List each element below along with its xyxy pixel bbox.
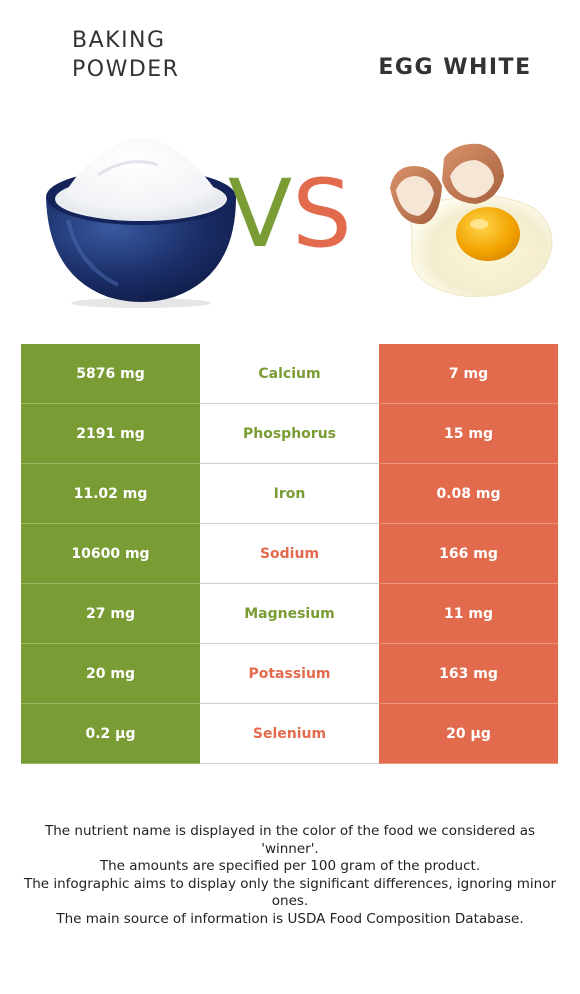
left-food-value: 11.02 mg (21, 464, 200, 524)
nutrient-name: Sodium (200, 524, 379, 584)
right-food-value: 20 µg (379, 704, 558, 764)
right-food-value: 11 mg (379, 584, 558, 644)
left-food-value: 10600 mg (21, 524, 200, 584)
table-row: 11.02 mg Iron 0.08 mg (21, 464, 558, 524)
left-food-value: 5876 mg (21, 344, 200, 404)
nutrient-name: Iron (200, 464, 379, 524)
table-row: 20 mg Potassium 163 mg (21, 644, 558, 704)
vs-s-letter: S (292, 160, 352, 260)
nutrient-comparison-table: 5876 mg Calcium 7 mg 2191 mg Phosphorus … (21, 344, 558, 764)
baking-powder-image (46, 137, 236, 308)
table-row: 2191 mg Phosphorus 15 mg (21, 404, 558, 464)
left-food-value: 0.2 µg (21, 704, 200, 764)
nutrient-name: Potassium (200, 644, 379, 704)
nutrient-name: Phosphorus (200, 404, 379, 464)
nutrient-name: Selenium (200, 704, 379, 764)
nutrient-name: Calcium (200, 344, 379, 404)
nutrient-name: Magnesium (200, 584, 379, 644)
footnote: The nutrient name is displayed in the co… (16, 823, 564, 928)
footnote-line: The nutrient name is displayed in the co… (44, 823, 536, 857)
left-food-value: 2191 mg (21, 404, 200, 464)
vs-v-letter: V (228, 160, 292, 260)
table-row: 5876 mg Calcium 7 mg (21, 344, 558, 404)
left-food-title: BAKING POWDER (72, 26, 272, 84)
right-food-title: EGG WHITE (378, 55, 532, 80)
footnote-line: The infographic aims to display only the… (23, 875, 557, 910)
table-row: 0.2 µg Selenium 20 µg (21, 704, 558, 764)
right-food-value: 163 mg (379, 644, 558, 704)
footnote-line: The main source of information is USDA F… (56, 910, 524, 927)
left-food-title-line2: POWDER (72, 57, 180, 82)
vs-label: V S (228, 160, 352, 260)
right-food-value: 166 mg (379, 524, 558, 584)
table-row: 27 mg Magnesium 11 mg (21, 584, 558, 644)
left-food-title-line1: BAKING (72, 28, 166, 53)
right-food-value: 7 mg (379, 344, 558, 404)
right-food-value: 0.08 mg (379, 464, 558, 524)
left-food-value: 20 mg (21, 644, 200, 704)
table-row: 10600 mg Sodium 166 mg (21, 524, 558, 584)
footnote-line: The amounts are specified per 100 gram o… (99, 858, 481, 874)
egg-white-image (390, 143, 553, 297)
right-food-value: 15 mg (379, 404, 558, 464)
left-food-value: 27 mg (21, 584, 200, 644)
